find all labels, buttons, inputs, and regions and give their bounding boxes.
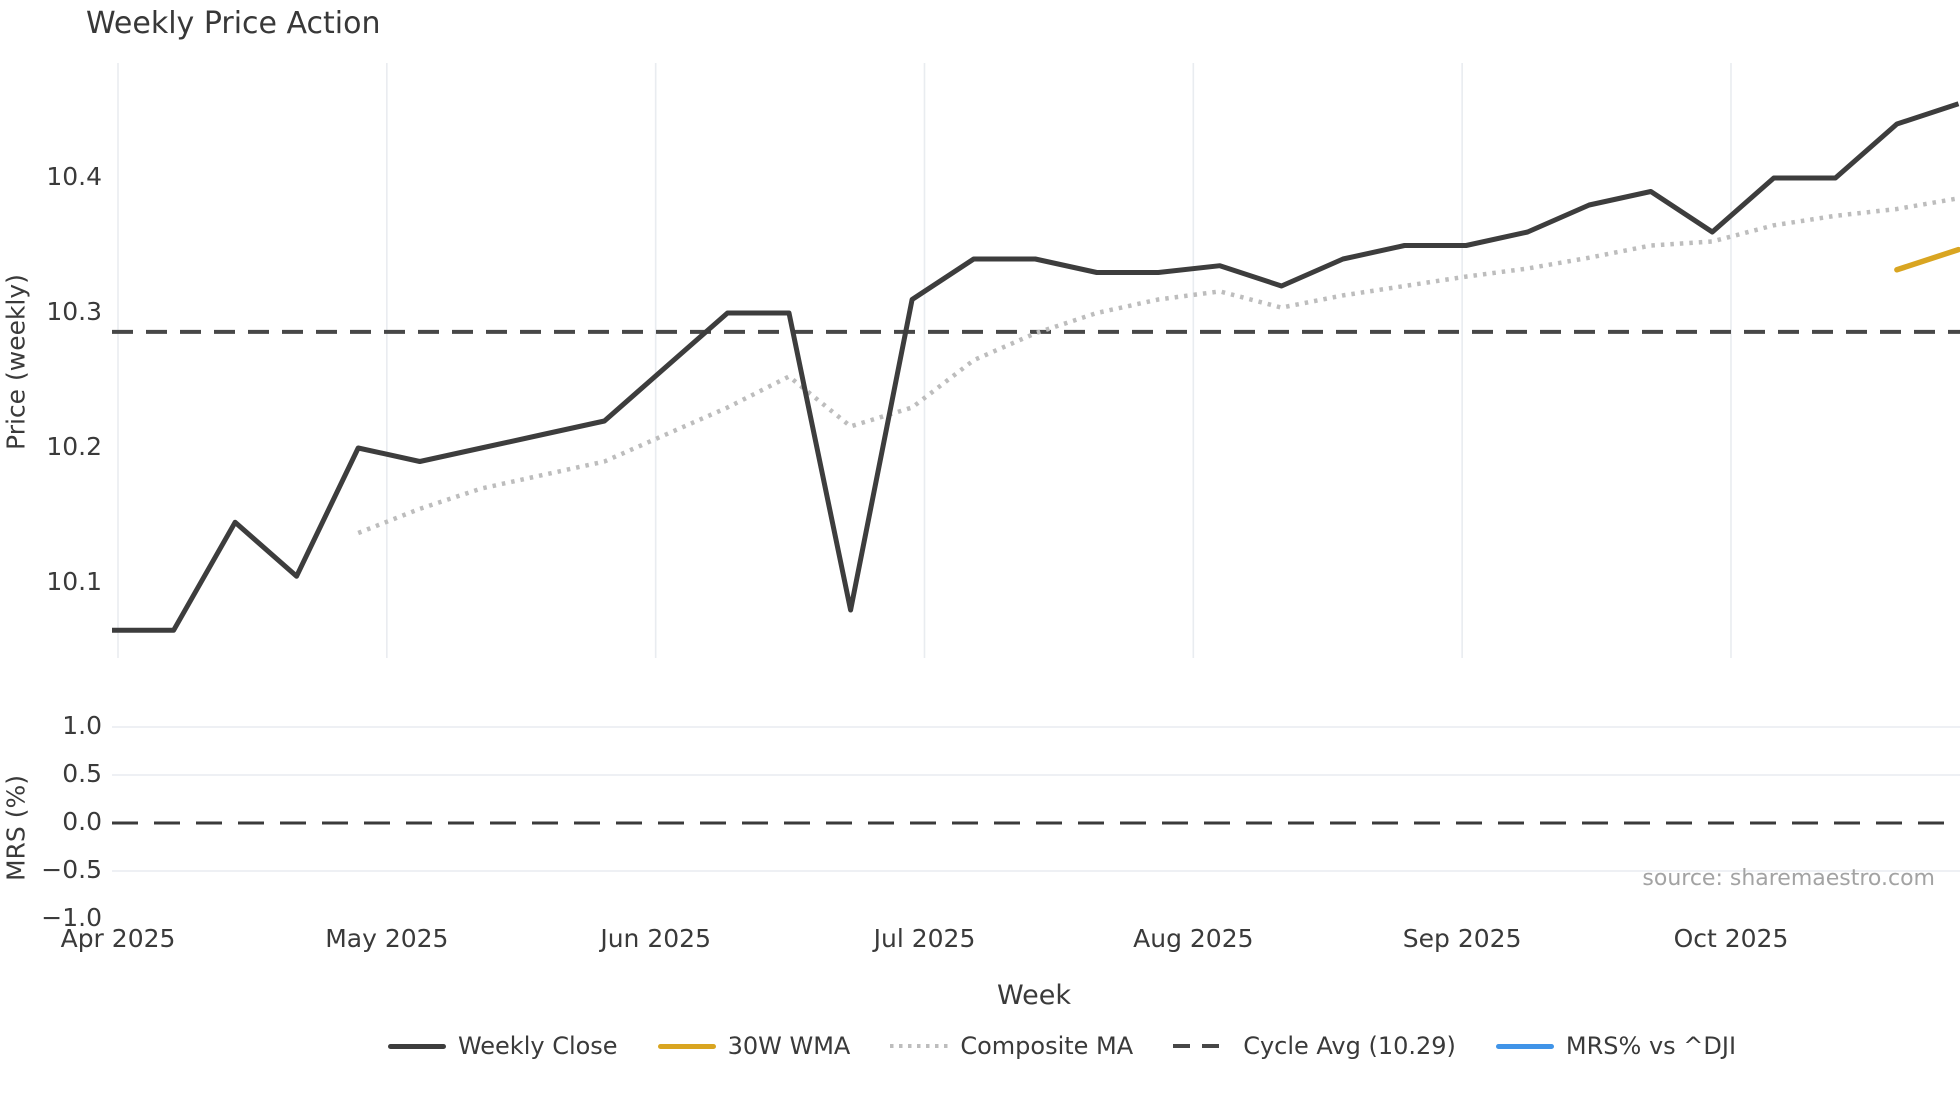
price-ytick: 10.4	[46, 162, 102, 191]
legend-item: MRS% vs ^DJI	[1495, 1032, 1737, 1060]
legend-item: Cycle Avg (10.29)	[1173, 1032, 1456, 1060]
legend-label: 30W WMA	[727, 1032, 851, 1060]
mrs-ytick: −1.0	[41, 903, 102, 932]
composite-ma-line	[357, 196, 1959, 536]
price-ytick: 10.1	[46, 567, 102, 596]
month-xtick: Jul 2025	[873, 924, 976, 953]
mrs-ytick: −0.5	[41, 855, 102, 884]
chart-title: Weekly Price Action	[86, 6, 381, 41]
mrs-ytick: 1.0	[62, 711, 102, 740]
month-xtick: Aug 2025	[1133, 924, 1254, 953]
month-xtick: Jun 2025	[600, 924, 711, 953]
legend-item: 30W WMA	[657, 1032, 851, 1060]
month-xtick: Sep 2025	[1402, 924, 1522, 953]
legend-label: Cycle Avg (10.29)	[1243, 1032, 1456, 1060]
legend-swatch-dashed-icon	[1173, 1044, 1232, 1048]
wma-30w-line	[1894, 246, 1960, 273]
legend-swatch-solid-icon	[387, 1043, 446, 1049]
legend-item: Weekly Close	[387, 1032, 618, 1060]
source-credit: source: sharemaestro.com	[1642, 866, 1935, 891]
legend-item: Composite MA	[890, 1032, 1133, 1060]
legend-label: Composite MA	[960, 1032, 1134, 1060]
week-axis-label: Week	[997, 980, 1071, 1011]
weekly-close-line	[112, 101, 1960, 633]
month-xtick: May 2025	[325, 924, 449, 953]
mrs-ytick: 0.0	[62, 807, 102, 836]
price-ytick: 10.2	[46, 432, 102, 461]
legend-label: Weekly Close	[457, 1032, 618, 1060]
legend-swatch-dotted-icon	[890, 1044, 949, 1048]
month-xtick: Apr 2025	[60, 924, 176, 953]
legend: Weekly Close 30W WMA Composite MA Cycle Avg…	[0, 1032, 1960, 1060]
mrs-ytick: 0.5	[62, 759, 102, 788]
legend-swatch-solid-icon	[1495, 1043, 1554, 1049]
legend-label: MRS% vs ^DJI	[1565, 1032, 1737, 1060]
month-xtick: Oct 2025	[1673, 924, 1789, 953]
legend-swatch-solid-icon	[657, 1043, 716, 1049]
price-ytick: 10.3	[46, 297, 102, 326]
